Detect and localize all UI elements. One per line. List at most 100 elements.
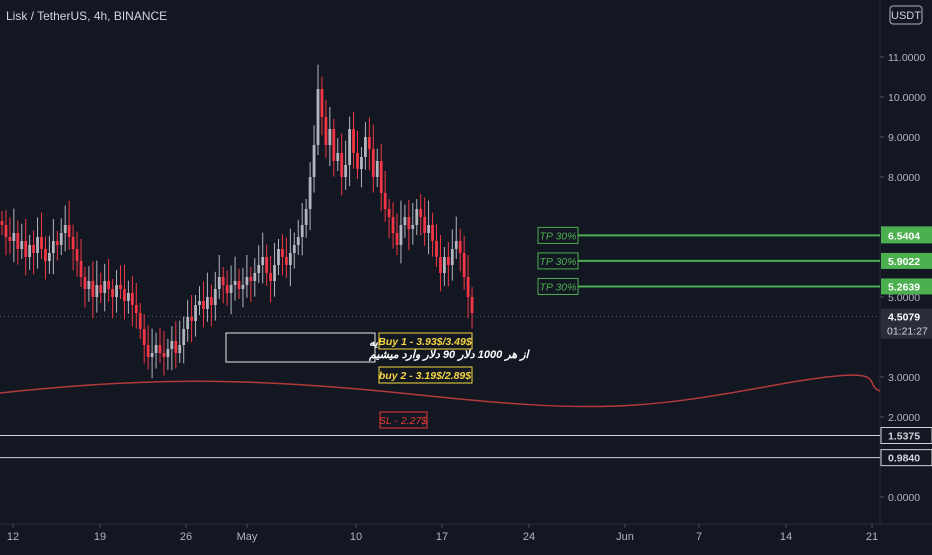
farsi-note-box <box>225 332 376 363</box>
candle-body <box>454 241 458 249</box>
buy2-text: buy 2 - 3.19$/2.89$ <box>379 370 471 382</box>
candle-body <box>150 353 154 357</box>
price-badge-1: 6.5404 <box>881 227 932 244</box>
candle-body <box>233 281 237 285</box>
tp-label-box <box>537 226 579 244</box>
candle-body <box>407 217 411 229</box>
candle-body <box>79 261 83 277</box>
tp-label-text: TP 30% <box>540 256 577 268</box>
candle-body <box>146 345 150 357</box>
candle-body <box>237 281 241 289</box>
candle-body <box>95 285 99 297</box>
candle-body <box>24 241 28 257</box>
buy1-box <box>378 332 473 350</box>
candle-body <box>16 233 20 249</box>
candle-body <box>182 329 186 345</box>
candle-body <box>446 257 450 265</box>
candle-body <box>304 209 308 225</box>
candle-body <box>458 241 462 253</box>
time-tick-label: May <box>237 531 258 543</box>
time-axis[interactable]: 12 19 26 May 10 17 24 Jun 7 14 21 <box>7 524 878 543</box>
tp-label-1: TP 30% <box>537 252 579 270</box>
candle-body <box>364 137 367 157</box>
candle-body <box>249 277 253 281</box>
candle-body <box>292 245 296 253</box>
candle-body <box>257 265 261 273</box>
candle-body <box>296 237 300 245</box>
price-badge-box <box>881 227 932 244</box>
candle-body <box>344 165 348 177</box>
candle-body <box>348 129 351 165</box>
time-tick-label: 24 <box>523 531 535 543</box>
candle-body <box>324 117 328 145</box>
time-tick-label: 14 <box>780 531 792 543</box>
buy2-box <box>378 366 473 384</box>
candle-body <box>399 225 403 245</box>
candle-body <box>320 89 324 117</box>
tp-label-box <box>537 277 579 295</box>
candle-body <box>198 301 201 305</box>
candle-body <box>158 345 162 353</box>
time-tick-label: 26 <box>180 531 192 543</box>
candle-body <box>123 289 126 301</box>
candle-body <box>395 233 399 245</box>
candle-body <box>427 225 430 233</box>
candle-body <box>225 285 229 293</box>
candle-body <box>383 193 387 209</box>
sl-label: SL - 2.27$ <box>379 411 428 429</box>
candle-body <box>277 249 280 265</box>
price-tick-label: 5.0000 <box>888 292 920 304</box>
tp-label-2: TP 30% <box>537 277 579 295</box>
candle-body <box>194 305 197 321</box>
buy2-label: buy 2 - 3.19$/2.89$ <box>378 366 473 384</box>
price-tick-label: 10.0000 <box>888 92 926 104</box>
candle-body <box>202 301 205 309</box>
candle-body <box>269 273 272 281</box>
candle-body <box>51 241 55 253</box>
candle-body <box>44 249 47 261</box>
candle-body <box>253 273 257 281</box>
candle-body <box>265 257 269 273</box>
candle-body <box>241 285 245 289</box>
candle-body <box>154 345 158 353</box>
currency-badge[interactable]: USDT <box>889 5 923 25</box>
candle-body <box>71 237 75 249</box>
farsi-note-line2: از هر 1000 دلار 90 دلار وارد میشیم <box>368 349 531 361</box>
candle-body <box>379 161 383 193</box>
candle-body <box>245 277 249 285</box>
candle-body <box>59 233 63 245</box>
price-tick-label: 11.0000 <box>888 52 925 64</box>
candle-body <box>316 89 320 145</box>
countdown-text: 01:21:27 <box>887 326 928 338</box>
price-badge-box <box>880 427 932 444</box>
candle-body <box>190 317 193 321</box>
price-badge-text: 5.9022 <box>888 256 920 268</box>
candle-body <box>36 237 39 253</box>
candle-body <box>367 137 371 149</box>
price-badge-6: 0.9840 <box>880 449 932 467</box>
tp-label-0: TP 30% <box>537 226 579 244</box>
candle-body <box>217 277 221 289</box>
candle-body <box>261 257 265 265</box>
candle-body <box>352 129 355 153</box>
time-tick-label: 10 <box>350 531 362 543</box>
buy1-label: Buy 1 - 3.93$/3.49$ <box>378 332 473 350</box>
time-tick-label: 17 <box>436 531 448 543</box>
price-badge-3: 5.2639 <box>881 278 932 295</box>
candle-body <box>450 249 454 265</box>
candle-body <box>439 257 442 273</box>
candle-body <box>336 153 340 161</box>
price-axis[interactable]: 11.0000 10.0000 9.0000 8.0000 5.0000 3.0000 2.… <box>880 52 932 504</box>
candle-body <box>8 237 12 241</box>
price-badge-text: 6.5404 <box>888 230 920 242</box>
candle-body <box>332 129 336 161</box>
candle-body <box>419 209 423 217</box>
candle-body <box>83 277 87 289</box>
candle-body <box>63 225 67 233</box>
candle-body <box>186 317 190 329</box>
price-tick-label: 3.0000 <box>888 372 920 384</box>
candle-body <box>12 233 16 241</box>
candle-body <box>111 289 114 297</box>
annotations[interactable]: TP 30%TP 30%TP 30%9% از کل سرمایهاز هر 1… <box>225 226 579 429</box>
